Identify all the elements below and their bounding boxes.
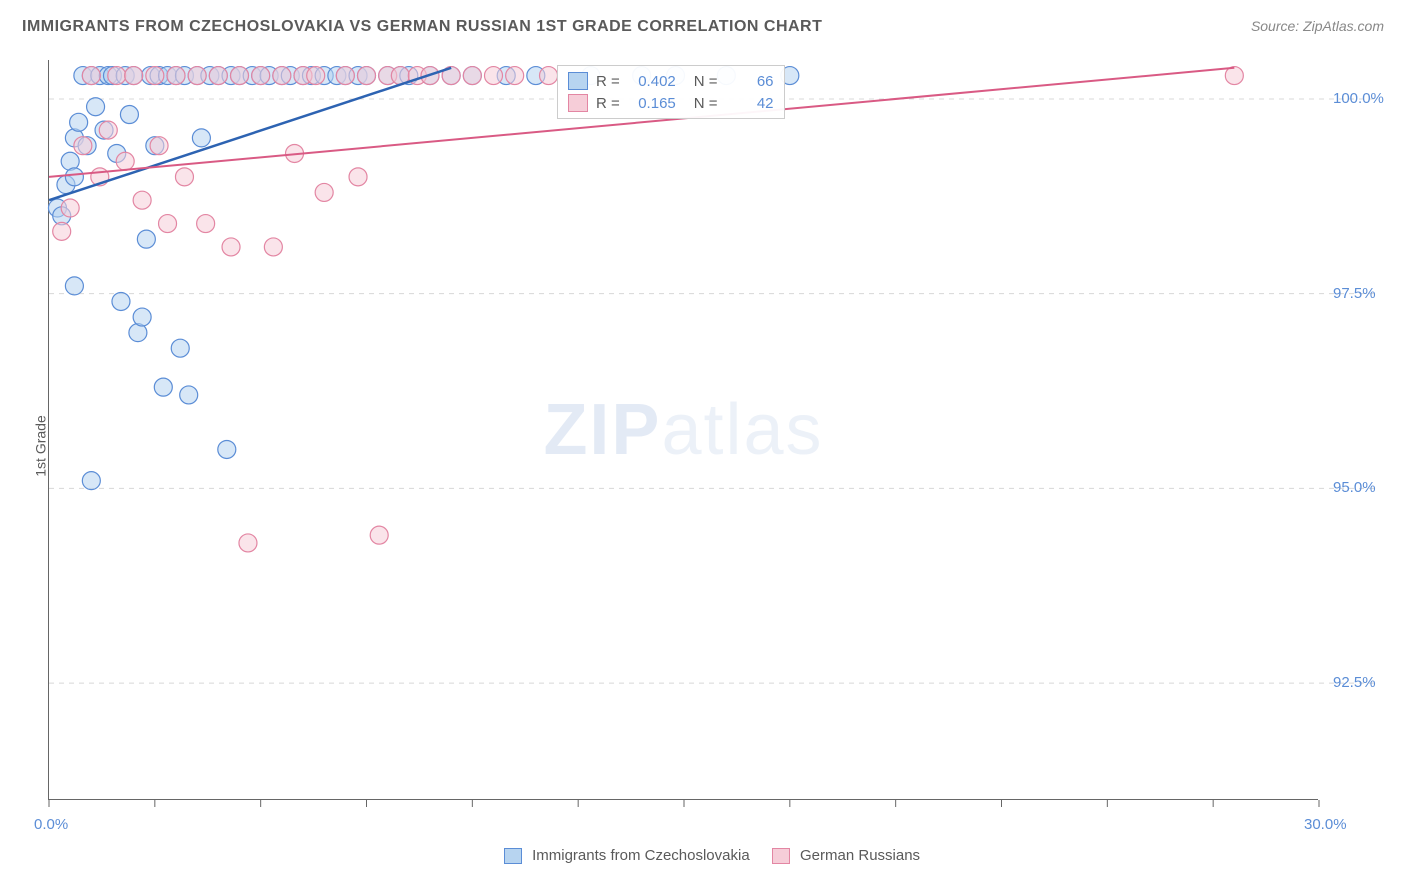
stats-swatch bbox=[568, 72, 588, 90]
stats-n-value: 42 bbox=[726, 95, 774, 112]
legend-label-2: German Russians bbox=[800, 847, 920, 864]
stats-n-label: N = bbox=[694, 73, 718, 90]
stats-r-value: 0.402 bbox=[628, 73, 676, 90]
stats-row: R = 0.165 N = 42 bbox=[568, 92, 774, 114]
chart-title: IMMIGRANTS FROM CZECHOSLOVAKIA VS GERMAN… bbox=[22, 18, 822, 36]
legend-swatch-1 bbox=[504, 848, 522, 864]
stats-n-value: 66 bbox=[726, 73, 774, 90]
y-axis-label: 1st Grade bbox=[33, 415, 49, 476]
stats-r-label: R = bbox=[596, 73, 620, 90]
y-tick-label: 95.0% bbox=[1333, 479, 1376, 496]
x-tick-label: 0.0% bbox=[34, 816, 68, 833]
stats-row: R = 0.402 N = 66 bbox=[568, 70, 774, 92]
stats-n-label: N = bbox=[694, 95, 718, 112]
legend-swatch-2 bbox=[772, 848, 790, 864]
chart-plot-area: ZIPatlas R =0.402N =66R =0.165N =42 0.0%… bbox=[48, 60, 1318, 800]
stats-r-label: R = bbox=[596, 95, 620, 112]
stats-swatch bbox=[568, 94, 588, 112]
y-tick-label: 100.0% bbox=[1333, 90, 1384, 107]
y-tick-label: 92.5% bbox=[1333, 674, 1376, 691]
scatter-svg bbox=[49, 60, 1319, 800]
source-attribution: Source: ZipAtlas.com bbox=[1251, 18, 1384, 34]
stats-r-value: 0.165 bbox=[628, 95, 676, 112]
y-tick-label: 97.5% bbox=[1333, 285, 1376, 302]
legend-label-1: Immigrants from Czechoslovakia bbox=[532, 847, 750, 864]
correlation-stats-box: R = 0.402 N = 66 R = 0.165 N = 42 bbox=[557, 65, 785, 119]
legend-bottom: Immigrants from Czechoslovakia German Ru… bbox=[0, 847, 1406, 864]
x-tick-label: 30.0% bbox=[1304, 816, 1347, 833]
